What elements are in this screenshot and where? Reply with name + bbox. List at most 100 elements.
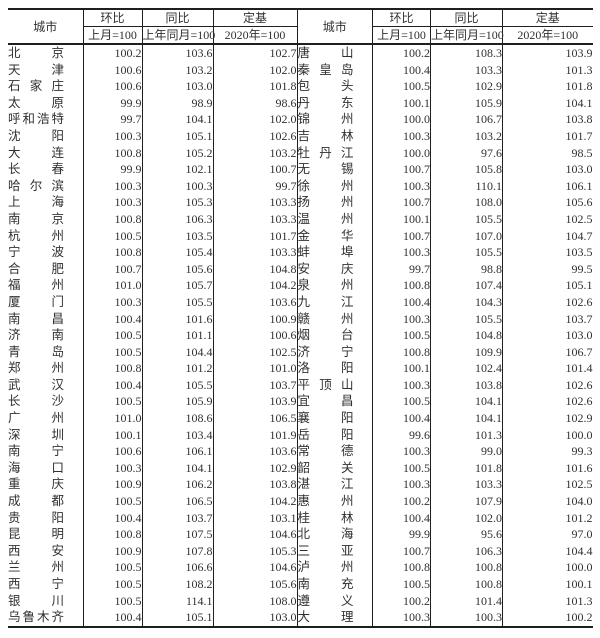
city-name: 金华 xyxy=(297,228,354,243)
base-value: 100.0 xyxy=(502,559,593,576)
base-value: 103.0 xyxy=(502,327,593,344)
table-row: 吉林 100.3 103.2 101.7 xyxy=(297,127,593,145)
yoy-value: 107.4 xyxy=(430,277,503,294)
yoy-value: 107.9 xyxy=(430,493,503,510)
mom-value: 101.0 xyxy=(82,277,142,294)
city-cell: 唐山 xyxy=(298,44,373,62)
mom-value: 100.3 xyxy=(372,127,431,145)
table-row: 武汉 100.4 105.5 103.7 xyxy=(8,376,297,394)
base-value: 101.3 xyxy=(502,592,593,610)
city-name: 上海 xyxy=(8,195,64,210)
mom-value: 100.5 xyxy=(82,393,142,411)
city-cell: 长春 xyxy=(8,161,83,178)
base-value: 100.2 xyxy=(502,609,593,627)
base-value: 103.7 xyxy=(212,376,297,394)
mom-value: 100.3 xyxy=(372,443,431,460)
table-row: 遵义 100.2 101.4 101.3 xyxy=(298,592,593,610)
base-value: 101.7 xyxy=(212,227,297,245)
mom-value: 100.2 xyxy=(82,44,142,62)
table-row: 银川 100.5 114.1 108.0 xyxy=(8,592,297,610)
table-row: 九江 100.4 104.3 102.6 xyxy=(298,293,593,311)
mom-value: 100.4 xyxy=(372,61,431,79)
base-value: 100.7 xyxy=(212,161,297,178)
yoy-value: 102.0 xyxy=(430,509,503,527)
city-name: 兰州 xyxy=(8,560,64,575)
header-base-sub: 2020年=100 xyxy=(502,26,593,44)
mom-value: 100.3 xyxy=(372,177,431,195)
table-row: 海口 100.3 104.1 102.9 xyxy=(8,459,297,477)
table-row: 安庆 99.7 98.8 99.5 xyxy=(298,260,593,278)
city-cell: 牡丹江 xyxy=(298,145,373,162)
yoy-value: 105.5 xyxy=(430,310,503,328)
yoy-value: 100.8 xyxy=(430,576,503,593)
mom-value: 100.8 xyxy=(82,144,142,162)
city-cell: 惠州 xyxy=(298,493,373,510)
table-row: 天津 100.6 103.2 102.0 xyxy=(8,61,297,79)
mom-value: 100.3 xyxy=(82,459,142,477)
yoy-value: 101.3 xyxy=(430,426,503,444)
table-row: 南昌 100.4 101.6 100.9 xyxy=(8,310,297,328)
yoy-value: 95.6 xyxy=(430,526,503,543)
yoy-value: 103.5 xyxy=(141,227,213,245)
city-cell: 泉州 xyxy=(298,277,373,294)
city-name: 南京 xyxy=(8,211,64,226)
table-row: 宁波 100.8 105.4 103.3 xyxy=(8,244,297,261)
city-name: 青岛 xyxy=(8,344,64,359)
table-row: 沈阳 100.3 105.1 102.6 xyxy=(8,127,297,145)
table-row: 三亚 100.7 106.3 104.4 xyxy=(298,542,593,560)
city-cell: 秦皇岛 xyxy=(298,62,373,79)
yoy-value: 104.4 xyxy=(141,343,213,361)
table-row: 泸州 100.8 100.8 100.0 xyxy=(298,559,593,576)
base-value: 97.0 xyxy=(502,526,593,543)
city-cell: 无锡 xyxy=(298,161,373,178)
city-name: 呼和浩特 xyxy=(8,112,64,127)
mom-value: 100.7 xyxy=(372,194,431,211)
yoy-value: 104.8 xyxy=(430,327,503,344)
city-name: 天津 xyxy=(8,62,64,77)
table-row: 济宁 100.8 109.9 106.7 xyxy=(298,343,593,361)
table-row: 秦皇岛 100.4 103.3 101.3 xyxy=(298,61,593,79)
yoy-value: 103.6 xyxy=(141,44,213,62)
city-cell: 成都 xyxy=(8,493,83,510)
yoy-value: 97.6 xyxy=(430,144,503,162)
city-cell: 韶关 xyxy=(298,460,373,477)
table-row: 赣州 100.3 105.5 103.7 xyxy=(298,310,593,328)
mom-value: 100.3 xyxy=(372,376,431,394)
yoy-value: 105.7 xyxy=(141,277,213,294)
mom-value: 100.5 xyxy=(372,576,431,593)
header-row-sub: 上月=100 上年同月=100 2020年=100 xyxy=(298,26,593,44)
yoy-value: 106.7 xyxy=(430,111,503,128)
city-cell: 石家庄 xyxy=(8,78,83,95)
table-row: 贵阳 100.4 103.7 103.1 xyxy=(8,509,297,527)
yoy-value: 106.3 xyxy=(430,542,503,560)
city-name: 大连 xyxy=(8,145,64,160)
yoy-value: 101.1 xyxy=(141,327,213,344)
city-cell: 南充 xyxy=(298,576,373,593)
table-row: 西宁 100.5 108.2 105.6 xyxy=(8,576,297,593)
mom-value: 100.8 xyxy=(82,210,142,228)
base-value: 102.5 xyxy=(212,343,297,361)
yoy-value: 102.9 xyxy=(430,78,503,95)
yoy-value: 107.8 xyxy=(141,542,213,560)
table-row: 平顶山 100.3 103.8 102.6 xyxy=(297,376,593,394)
header-city: 城市 xyxy=(33,19,58,34)
price-index-table-left: 城市 环比 同比 定基 上月=100 上年同月=100 2020年=100 北京… xyxy=(8,8,298,628)
city-cell: 银川 xyxy=(8,593,83,610)
mom-value: 100.5 xyxy=(82,559,142,576)
base-value: 105.1 xyxy=(502,277,593,294)
city-name: 平顶山 xyxy=(297,377,354,392)
mom-value: 100.8 xyxy=(82,360,142,377)
city-cell: 西安 xyxy=(8,543,83,560)
city-name: 徐州 xyxy=(297,178,354,193)
mom-value: 100.4 xyxy=(372,509,431,527)
base-value: 101.4 xyxy=(502,360,593,377)
city-cell: 三亚 xyxy=(298,543,373,560)
yoy-value: 103.4 xyxy=(141,426,213,444)
city-name: 吉林 xyxy=(297,128,354,143)
city-name: 洛阳 xyxy=(297,361,354,376)
base-value: 104.2 xyxy=(212,277,297,294)
city-cell: 西宁 xyxy=(8,576,83,593)
base-value: 100.0 xyxy=(502,426,593,444)
yoy-value: 108.6 xyxy=(141,410,213,427)
city-name: 大理 xyxy=(297,610,354,625)
